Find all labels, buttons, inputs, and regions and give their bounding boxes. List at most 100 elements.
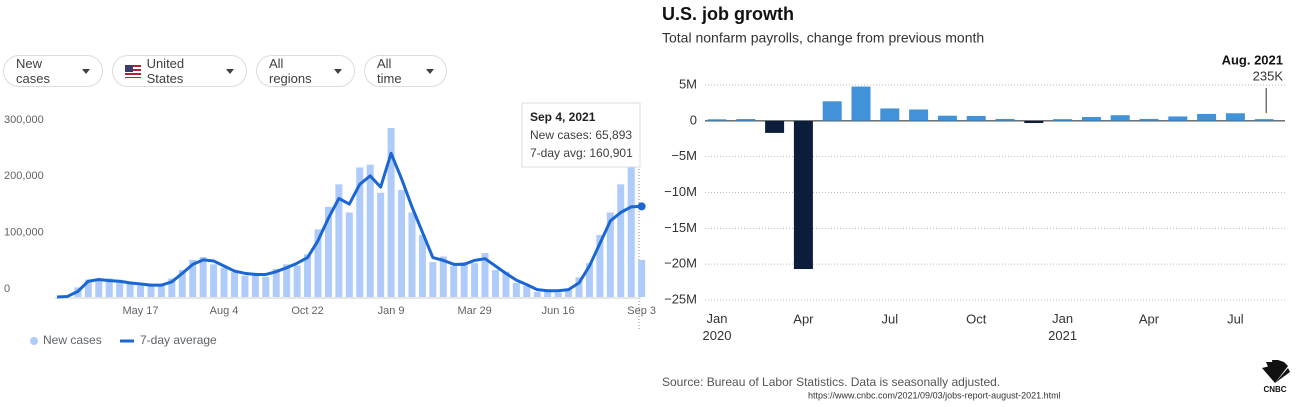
bar (418, 235, 426, 297)
bar (1168, 116, 1188, 121)
bar (314, 229, 322, 297)
bar (293, 265, 301, 297)
bar (262, 276, 270, 297)
bar (116, 282, 124, 297)
bar (137, 285, 145, 297)
bar (880, 108, 900, 121)
bar (638, 259, 646, 297)
filter-label: All regions (269, 56, 312, 86)
bar (585, 263, 593, 297)
bar (502, 271, 510, 297)
y-tick-label: −10M (664, 184, 697, 199)
bar (512, 282, 520, 297)
filter-button[interactable]: All regions (256, 55, 355, 87)
bar (1110, 115, 1130, 121)
bar (210, 264, 218, 297)
legend-swatch (30, 337, 38, 345)
bar (491, 269, 499, 297)
filter-button[interactable]: United States (112, 55, 247, 87)
bar (95, 280, 103, 297)
bar (377, 192, 385, 297)
bar (251, 272, 259, 297)
bar (168, 278, 176, 297)
bar (230, 272, 238, 297)
bar (544, 289, 552, 297)
y-tick-label: 100,000 (4, 227, 44, 239)
bar (822, 101, 842, 121)
legend-label: New cases (43, 333, 102, 347)
bar (178, 269, 186, 297)
bar (304, 254, 312, 297)
bar (189, 259, 197, 297)
logo-text: CNBC (1263, 385, 1286, 394)
bar (335, 184, 343, 297)
bar (324, 206, 332, 297)
bar (523, 285, 531, 297)
y-tick-label: −20M (664, 256, 697, 271)
bar (1225, 113, 1245, 121)
bar (575, 277, 583, 297)
x-tick-label: Jan 2020 (703, 311, 732, 343)
annotation-label: Aug. 2021 (1222, 52, 1283, 67)
y-tick-label: 0 (690, 112, 697, 127)
filter-label: All time (377, 56, 402, 86)
bar (736, 119, 756, 121)
url: https://www.cnbc.com/2021/09/03/jobs-rep… (808, 390, 1061, 400)
bar (199, 257, 207, 297)
filter-button[interactable]: All time (364, 55, 447, 87)
y-tick-label: −15M (664, 220, 697, 235)
bar (272, 268, 280, 297)
bar (356, 167, 364, 297)
bar (429, 262, 437, 297)
bar (460, 262, 468, 297)
x-tick-label: Jul (1227, 311, 1244, 326)
bar (793, 120, 813, 270)
chart-subtitle: Total nonfarm payrolls, change from prev… (662, 30, 984, 46)
x-tick-label: Oct (966, 311, 987, 326)
bar (387, 128, 395, 297)
bar (765, 120, 785, 133)
chart-title: U.S. job growth (662, 4, 794, 24)
bar (1024, 120, 1044, 124)
bar (283, 264, 291, 297)
bar (851, 86, 871, 121)
y-tick-label: 0 (4, 283, 10, 295)
line (56, 151, 642, 299)
x-tick-label: Jan 9 (378, 305, 405, 317)
y-tick-label: 300,000 (4, 114, 44, 126)
x-tick-label: Jun 16 (542, 305, 575, 317)
bar (995, 118, 1015, 121)
bar (596, 235, 604, 297)
bar (937, 115, 957, 121)
bar (1254, 119, 1274, 121)
bar (1197, 113, 1217, 121)
filter-label: New cases (16, 56, 50, 86)
source: Source: Bureau of Labor Statistics. Data… (662, 375, 1000, 389)
bar (627, 167, 635, 297)
bar (554, 292, 562, 297)
bar (909, 109, 929, 121)
bar (157, 286, 165, 297)
bar (126, 281, 134, 297)
y-tick-label: −5M (671, 148, 697, 163)
bar (606, 212, 614, 297)
y-tick-label: 200,000 (4, 170, 44, 182)
tooltip-box (521, 102, 641, 168)
bar (1081, 116, 1101, 121)
bar (241, 275, 249, 297)
filter-button[interactable]: New cases (3, 55, 103, 87)
x-tick-label: May 17 (122, 305, 158, 317)
logo: CNBC (1262, 360, 1290, 394)
x-tick-label: Mar 29 (457, 305, 491, 317)
bar (450, 266, 458, 297)
x-tick-label: Jul (881, 311, 898, 326)
x-tick-label: Oct 22 (291, 305, 323, 317)
bar (707, 119, 727, 121)
bar (565, 290, 573, 297)
filter-label: United States (146, 56, 185, 86)
bar (345, 212, 353, 297)
x-tick-label: Aug 4 (210, 305, 239, 317)
bar (617, 184, 625, 297)
bar (439, 256, 447, 297)
